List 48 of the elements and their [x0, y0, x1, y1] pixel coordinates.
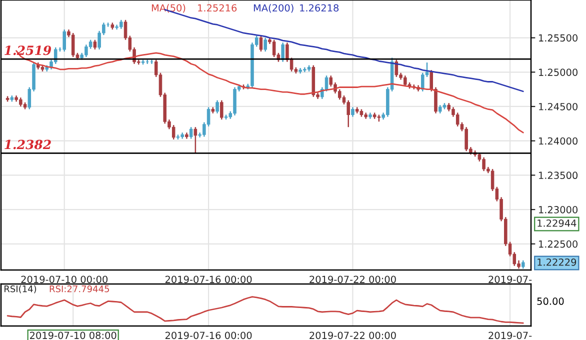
candlestick	[54, 46, 58, 65]
ref-line-label: 1.2519	[4, 46, 52, 56]
annotation: 1.25216	[198, 4, 237, 12]
candlestick	[172, 124, 176, 140]
y-tick-label: 1.25500	[539, 34, 578, 42]
candlestick	[216, 100, 219, 114]
candlestick	[93, 39, 97, 50]
x-tick-label: 2019-07-22 00:00	[310, 276, 396, 284]
x-tick-label: 2019-07-22 00:00	[310, 332, 396, 340]
y-tick-label: 1.25000	[539, 68, 578, 76]
candlestick	[434, 86, 438, 114]
candlestick	[189, 126, 193, 140]
y-tick-label: 1.22500	[539, 240, 578, 248]
text: RSI:27.79445	[50, 285, 109, 292]
chart-title: RSI(14)	[4, 285, 36, 294]
x-tick-label: 2019-07-	[488, 332, 532, 340]
text: 50.00	[537, 298, 564, 305]
ref-line-label: 1.2382	[4, 140, 51, 150]
candlestick	[351, 106, 354, 118]
candlestick	[394, 59, 398, 78]
candlestick	[430, 69, 434, 92]
text: 1.22944	[538, 219, 576, 227]
candlestick	[220, 100, 224, 120]
x-tick-label: 2019-07-16 00:00	[165, 332, 252, 340]
candlestick	[346, 100, 350, 128]
y-tick-label: 1.23500	[539, 172, 578, 180]
candlestick	[421, 72, 424, 92]
x-tick-label: 2019-07-10 00:00	[21, 276, 108, 284]
candlestick	[456, 112, 460, 128]
candlestick	[264, 37, 267, 52]
candlestick	[329, 74, 333, 88]
y-tick-label: 1.23000	[539, 206, 578, 214]
text: MA(50)	[152, 4, 186, 13]
candlestick	[259, 35, 263, 52]
x-tick-label: 2019-07-10 08:00	[30, 332, 116, 340]
candlestick	[286, 42, 289, 62]
candlestick	[71, 32, 75, 58]
x-tick-label: 2019-07-	[488, 276, 532, 284]
annotation: 1.26218	[300, 4, 339, 12]
candlestick	[62, 28, 66, 52]
x-tick-label: 2019-07-16 00:00	[165, 276, 252, 284]
y-tick-label: 1.24000	[539, 137, 578, 145]
candlestick	[272, 39, 276, 58]
text: MA(200)	[254, 4, 294, 13]
candlestick	[194, 126, 198, 154]
text: 1.22229	[538, 258, 576, 266]
y-tick-label: 1.24500	[539, 102, 578, 110]
candlestick	[281, 42, 284, 62]
